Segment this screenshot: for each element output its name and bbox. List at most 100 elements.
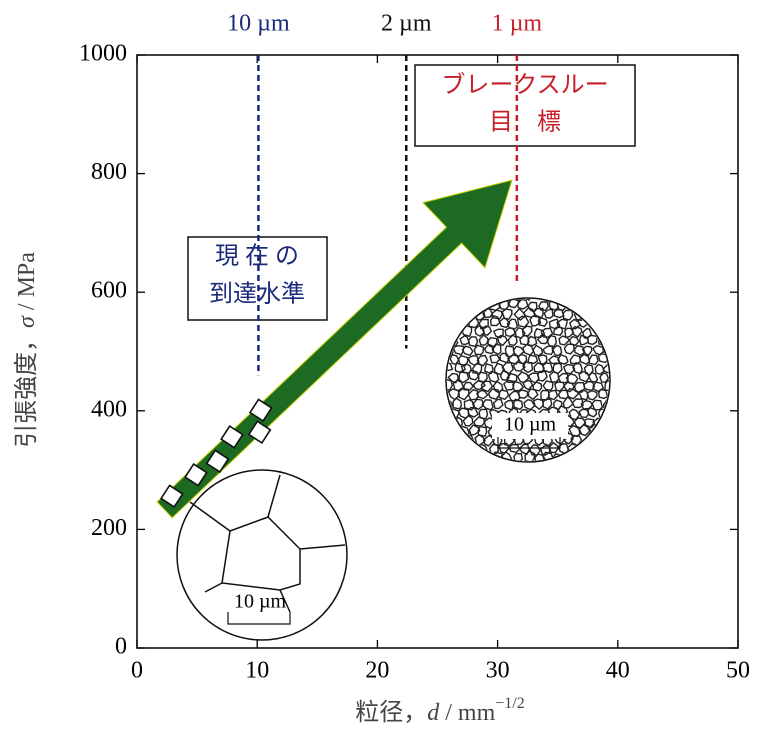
reference-label: 2 µm: [381, 11, 432, 37]
grain: [483, 453, 494, 461]
grain: [581, 345, 593, 357]
grain: [473, 344, 485, 356]
grain: [513, 307, 527, 321]
grain: [504, 327, 516, 338]
grain: [458, 444, 469, 455]
grain: [602, 398, 609, 410]
grain: [536, 332, 549, 345]
grain: [595, 442, 609, 454]
grain: [477, 425, 488, 437]
grain: [496, 334, 509, 347]
grain: [593, 453, 603, 461]
grain: [548, 441, 560, 454]
grain: [599, 316, 609, 330]
grain: [463, 381, 475, 391]
y-axis-label: 引張強度，σ / MPa: [13, 252, 40, 448]
grain: [551, 344, 563, 357]
grain: [487, 388, 501, 401]
grain: [603, 309, 609, 321]
grain: [461, 451, 475, 461]
grain: [527, 354, 539, 365]
grain: [573, 344, 586, 357]
grain: [517, 299, 529, 310]
annotation-box: [414, 64, 636, 147]
y-tick-label: 200: [91, 515, 127, 541]
grain: [458, 387, 470, 401]
grain: [522, 361, 534, 374]
grain: [599, 372, 609, 383]
y-tick-label: 1000: [79, 41, 127, 67]
grain: [608, 336, 609, 347]
grain: [452, 397, 463, 410]
grain: [461, 345, 474, 357]
grain: [610, 409, 619, 418]
grain: [588, 299, 600, 311]
grain: [522, 379, 534, 391]
grain: [542, 345, 554, 356]
grain: [542, 451, 554, 461]
grain: [548, 370, 560, 383]
grain: [547, 355, 561, 366]
grain: [452, 452, 464, 461]
grain: [537, 370, 548, 382]
grain: [512, 381, 525, 392]
grain: [532, 398, 544, 411]
data-point: [184, 462, 208, 487]
y-tick-label: 400: [91, 396, 127, 422]
grain: [594, 308, 605, 320]
grain: [513, 452, 524, 461]
grain: [447, 317, 460, 328]
grain: [458, 371, 470, 384]
grain: [451, 436, 464, 448]
grain: [498, 389, 510, 401]
grain: [533, 361, 545, 374]
grain: [591, 399, 604, 411]
grain: [481, 325, 493, 336]
grain: [447, 309, 453, 320]
grain: [500, 451, 513, 461]
grain: [483, 308, 494, 318]
grain: [583, 418, 596, 429]
grain: [447, 453, 457, 461]
grain: [540, 327, 554, 338]
annotation-text: 目 標: [489, 109, 561, 136]
fine-grain-inset: [445, 297, 619, 463]
grain: [579, 445, 590, 456]
grain: [561, 299, 574, 304]
grain: [512, 299, 526, 302]
grain: [472, 380, 486, 391]
grain: [447, 442, 460, 453]
grain: [481, 399, 494, 411]
grain: [594, 363, 605, 376]
y-tick-label: 0: [115, 634, 127, 660]
grain: [581, 452, 593, 461]
grain: [491, 309, 503, 320]
grain: [498, 316, 511, 329]
inset-scale-label: 10 µm: [234, 591, 287, 613]
grain: [574, 453, 585, 461]
data-point: [159, 484, 184, 509]
grain: [542, 380, 554, 392]
grain: [532, 381, 543, 392]
x-tick-label: 10: [245, 658, 269, 684]
grain: [586, 389, 598, 401]
grain: [548, 318, 561, 330]
reference-label: 1 µm: [492, 11, 543, 37]
grain: [462, 414, 474, 427]
annotation-text: 現 在 の: [215, 243, 299, 270]
grain: [604, 380, 609, 392]
grain: [484, 363, 494, 375]
grain: [524, 450, 536, 461]
reference-label: 10 µm: [227, 11, 290, 37]
grain: [447, 372, 460, 384]
grain: [602, 299, 609, 301]
grain: [469, 444, 481, 457]
grain: [516, 315, 530, 328]
grain: [467, 369, 480, 381]
grain: [571, 398, 584, 409]
grain: [550, 299, 563, 303]
grain: [542, 398, 553, 410]
grain: [507, 334, 518, 347]
inset-scale-label: 10 µm: [504, 414, 557, 436]
grain: [556, 318, 568, 330]
